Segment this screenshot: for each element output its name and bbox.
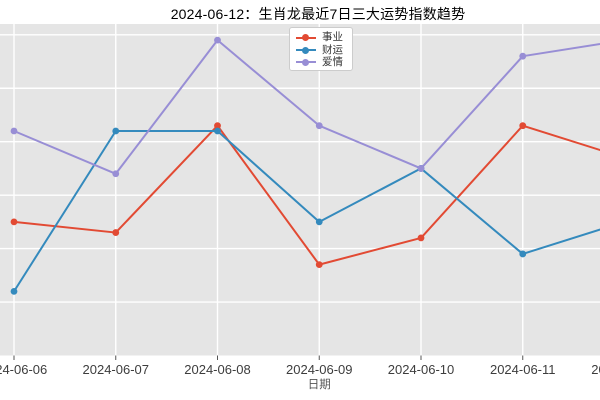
data-point-wealth xyxy=(10,287,18,295)
x-tick-label: 2024-06-06 xyxy=(0,362,48,377)
legend-item-love: 爱情 xyxy=(296,56,348,68)
data-point-wealth xyxy=(112,127,120,135)
legend: 事业 财运 爱情 xyxy=(289,27,353,71)
data-point-wealth xyxy=(315,218,323,226)
legend-dot-swatch xyxy=(302,58,309,66)
chart-title: 2024-06-12：生肖龙最近7日三大运势指数趋势 xyxy=(170,6,466,22)
legend-dot-swatch xyxy=(302,34,309,42)
data-point-love xyxy=(10,127,18,135)
data-point-love xyxy=(417,165,425,172)
legend-marker-icon xyxy=(296,46,316,55)
data-point-career xyxy=(519,122,527,130)
x-tick-label: 2024-06-12 xyxy=(591,362,600,377)
x-tick-label: 2024-06-10 xyxy=(387,362,455,377)
x-tick-label: 2024-06-09 xyxy=(286,362,353,377)
legend-item-wealth: 财运 xyxy=(296,44,348,56)
legend-label: 事业 xyxy=(322,31,343,44)
legend-label: 爱情 xyxy=(322,56,343,69)
legend-marker-icon xyxy=(296,33,316,42)
data-point-career xyxy=(10,218,18,226)
x-tick-label: 2024-06-11 xyxy=(489,362,556,377)
legend-marker-icon xyxy=(296,58,316,67)
legend-item-career: 事业 xyxy=(296,32,348,44)
x-tick-label: 2024-06-07 xyxy=(82,362,150,377)
plot-background xyxy=(0,24,600,356)
x-axis-label: 日期 xyxy=(307,379,331,391)
data-point-wealth xyxy=(519,250,527,258)
data-point-career xyxy=(214,122,221,130)
data-point-love xyxy=(112,170,120,178)
data-point-love xyxy=(214,36,221,44)
data-point-career xyxy=(112,229,120,236)
data-point-wealth xyxy=(214,127,221,135)
x-tick-label: 2024-06-08 xyxy=(184,362,251,377)
legend-label: 财运 xyxy=(322,43,343,56)
data-point-career xyxy=(315,261,323,269)
data-point-love xyxy=(315,122,323,130)
legend-dot-swatch xyxy=(302,46,309,54)
data-point-love xyxy=(519,52,527,60)
data-point-career xyxy=(417,234,425,242)
